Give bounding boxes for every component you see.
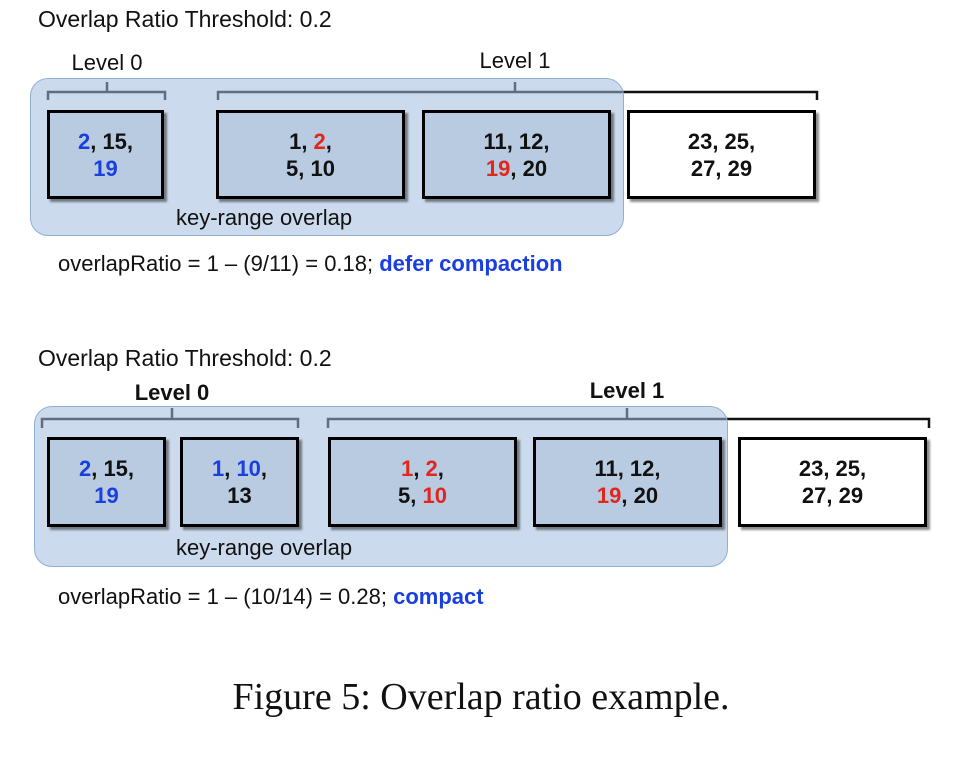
key-text: ,: [224, 456, 237, 481]
sstable-file: 11, 12, 19, 20: [422, 110, 611, 199]
key-line: 13: [212, 482, 267, 509]
key-range-overlap-region: [34, 406, 728, 567]
key-line: 1, 10,: [212, 455, 267, 482]
key-line: 23, 25,: [688, 128, 755, 155]
key-list: 2, 15, 19: [78, 128, 133, 182]
key-text: 2: [78, 456, 92, 481]
formula-text: overlapRatio = 1 – (10/14) = 0.28;: [58, 584, 394, 609]
key-list: 2, 15, 19: [79, 455, 134, 509]
sstable-file: 11, 12, 19, 20: [533, 437, 722, 527]
key-text: 2: [77, 128, 91, 154]
figure-caption: Figure 5: Overlap ratio example.: [232, 676, 730, 718]
key-text: 1: [401, 456, 414, 481]
level-0-label: Level 0: [71, 50, 143, 75]
key-list: 1, 2, 5, 10: [398, 455, 447, 509]
key-text: 27, 29: [801, 483, 864, 508]
key-list: 1, 10, 13: [212, 455, 267, 509]
key-line: 1, 2,: [286, 128, 335, 155]
key-line: 1, 2,: [398, 455, 447, 482]
key-list: 11, 12, 19, 20: [594, 455, 660, 509]
key-text: 5, 10: [286, 155, 335, 181]
level-1-label: Level 1: [589, 378, 665, 403]
key-range-overlap-label: key-range overlap: [176, 535, 353, 560]
key-text: 19: [93, 155, 118, 181]
threshold-label: Overlap Ratio Threshold: 0.2: [38, 6, 332, 32]
key-text: 19: [596, 483, 622, 508]
key-line: 19: [79, 482, 134, 509]
key-text: ,: [260, 456, 268, 481]
key-text: 5,: [398, 483, 423, 508]
level-1-label: Level 1: [479, 48, 551, 73]
key-text: ,: [413, 456, 426, 481]
key-text: 11, 12,: [594, 456, 661, 481]
key-text: 10: [236, 456, 261, 481]
key-text: 1,: [289, 128, 314, 154]
key-text: ,: [325, 128, 332, 154]
overlap-ratio-formula: overlapRatio = 1 – (10/14) = 0.28; compa…: [58, 584, 484, 610]
key-line: 19: [78, 155, 133, 182]
level-0-label: Level 0: [134, 380, 210, 405]
key-line: 5, 10: [398, 482, 447, 509]
key-text: 19: [485, 155, 511, 181]
key-line: 11, 12,: [483, 128, 549, 155]
key-range-overlap-region: [30, 78, 624, 236]
sstable-file: 2, 15, 19: [47, 110, 164, 199]
key-line: 27, 29: [688, 155, 755, 182]
key-list: 23, 25, 27, 29: [799, 455, 866, 509]
key-text: 27, 29: [690, 155, 753, 181]
threshold-label: Overlap Ratio Threshold: 0.2: [38, 345, 332, 371]
sstable-file: 23, 25, 27, 29: [627, 110, 816, 199]
key-line: 2, 15,: [79, 455, 134, 482]
key-text: , 20: [510, 155, 548, 181]
sstable-file: 1, 2, 5, 10: [216, 110, 405, 199]
key-text: 2: [313, 128, 326, 154]
key-text: 10: [422, 483, 447, 508]
sstable-file: 23, 25, 27, 29: [738, 437, 927, 527]
key-line: 11, 12,: [594, 455, 660, 482]
key-line: 2, 15,: [78, 128, 133, 155]
key-text: 1: [211, 456, 225, 481]
key-line: 23, 25,: [799, 455, 866, 482]
key-line: 19, 20: [594, 482, 660, 509]
key-text: , 15,: [91, 456, 135, 481]
key-text: 13: [227, 483, 252, 508]
key-list: 11, 12, 19, 20: [483, 128, 549, 182]
key-text: 11, 12,: [483, 128, 550, 154]
key-text: 19: [94, 483, 119, 508]
key-text: , 20: [621, 483, 659, 508]
key-text: 23, 25,: [798, 456, 867, 481]
decision-text: compact: [393, 584, 484, 609]
key-list: 23, 25, 27, 29: [688, 128, 755, 182]
key-line: 27, 29: [799, 482, 866, 509]
formula-text: overlapRatio = 1 – (9/11) = 0.18;: [58, 251, 380, 276]
key-line: 19, 20: [483, 155, 549, 182]
decision-text: defer compaction: [379, 251, 563, 276]
key-line: 5, 10: [286, 155, 335, 182]
sstable-file: 2, 15, 19: [47, 437, 166, 527]
key-text: 23, 25,: [687, 128, 756, 154]
overlap-ratio-formula: overlapRatio = 1 – (9/11) = 0.18; defer …: [58, 251, 563, 277]
key-text: ,: [437, 456, 444, 481]
key-list: 1, 2, 5, 10: [286, 128, 335, 182]
key-text: , 15,: [90, 128, 134, 154]
sstable-file: 1, 10, 13: [180, 437, 299, 527]
key-text: 2: [425, 456, 438, 481]
sstable-file: 1, 2, 5, 10: [328, 437, 517, 527]
key-range-overlap-label: key-range overlap: [176, 205, 353, 230]
